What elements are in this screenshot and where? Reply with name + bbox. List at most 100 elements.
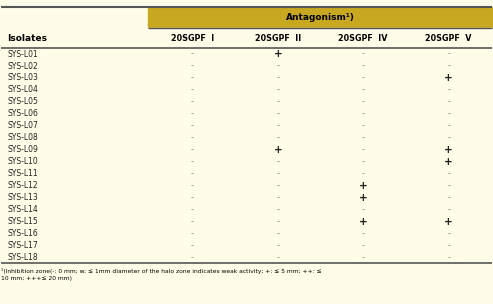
Text: SYS-L18: SYS-L18 <box>7 253 38 262</box>
Text: -: - <box>191 74 194 82</box>
Text: -: - <box>277 181 280 190</box>
Text: -: - <box>191 217 194 226</box>
Bar <box>1 120 492 132</box>
Text: -: - <box>191 241 194 250</box>
Text: -: - <box>191 169 194 178</box>
Text: -: - <box>361 97 364 106</box>
Text: -: - <box>191 229 194 238</box>
Text: -: - <box>277 157 280 166</box>
Text: -: - <box>447 205 450 214</box>
Text: -: - <box>191 121 194 130</box>
Text: -: - <box>361 133 364 142</box>
Text: -: - <box>447 109 450 118</box>
Bar <box>1 48 492 60</box>
Text: -: - <box>191 145 194 154</box>
Text: -: - <box>447 85 450 95</box>
Text: -: - <box>447 169 450 178</box>
Text: SYS-L02: SYS-L02 <box>7 61 38 71</box>
Text: +: + <box>274 49 283 59</box>
Text: -: - <box>361 109 364 118</box>
Bar <box>1 216 492 228</box>
Bar <box>1 168 492 180</box>
Text: SYS-L15: SYS-L15 <box>7 217 38 226</box>
Text: -: - <box>277 121 280 130</box>
Bar <box>148 7 492 29</box>
Text: -: - <box>191 193 194 202</box>
Text: -: - <box>191 109 194 118</box>
Text: -: - <box>361 74 364 82</box>
Text: -: - <box>447 50 450 59</box>
Text: SYS-L08: SYS-L08 <box>7 133 38 142</box>
Text: SYS-L12: SYS-L12 <box>7 181 38 190</box>
Text: -: - <box>191 61 194 71</box>
Text: 20SGPF  V: 20SGPF V <box>425 34 472 43</box>
Bar <box>1 251 492 264</box>
Text: +: + <box>444 145 453 155</box>
Text: SYS-L16: SYS-L16 <box>7 229 38 238</box>
Text: -: - <box>191 133 194 142</box>
Text: SYS-L14: SYS-L14 <box>7 205 38 214</box>
Text: +: + <box>358 181 367 191</box>
Text: -: - <box>447 61 450 71</box>
Text: -: - <box>361 205 364 214</box>
Text: -: - <box>361 253 364 262</box>
Text: -: - <box>361 169 364 178</box>
Text: SYS-L17: SYS-L17 <box>7 241 38 250</box>
Text: SYS-L01: SYS-L01 <box>7 50 38 59</box>
Text: -: - <box>361 121 364 130</box>
Text: -: - <box>191 181 194 190</box>
Text: -: - <box>361 145 364 154</box>
Text: +: + <box>444 157 453 167</box>
Text: -: - <box>447 133 450 142</box>
Bar <box>1 108 492 120</box>
Text: -: - <box>447 121 450 130</box>
Text: SYS-L13: SYS-L13 <box>7 193 38 202</box>
Text: SYS-L11: SYS-L11 <box>7 169 38 178</box>
Text: -: - <box>361 241 364 250</box>
Text: +: + <box>444 216 453 226</box>
Text: -: - <box>277 74 280 82</box>
Text: SYS-L06: SYS-L06 <box>7 109 38 118</box>
Bar <box>1 96 492 108</box>
Text: -: - <box>447 229 450 238</box>
Bar <box>1 228 492 240</box>
Text: -: - <box>277 193 280 202</box>
Text: -: - <box>277 217 280 226</box>
Bar <box>1 84 492 96</box>
Text: SYS-L07: SYS-L07 <box>7 121 38 130</box>
Text: -: - <box>191 85 194 95</box>
Text: -: - <box>191 50 194 59</box>
Bar <box>1 204 492 216</box>
Text: -: - <box>447 97 450 106</box>
Text: SYS-L04: SYS-L04 <box>7 85 38 95</box>
Bar <box>1 132 492 144</box>
Text: -: - <box>277 241 280 250</box>
Bar <box>1 144 492 156</box>
Text: ¹)Inhibition zone(-: 0 mm; w: ≤ 1mm diameter of the halo zone indicates weak act: ¹)Inhibition zone(-: 0 mm; w: ≤ 1mm diam… <box>1 268 322 281</box>
Text: 20SGPF  IV: 20SGPF IV <box>338 34 387 43</box>
Text: -: - <box>277 205 280 214</box>
Bar <box>1 156 492 168</box>
Text: -: - <box>277 133 280 142</box>
Text: -: - <box>277 97 280 106</box>
Text: Isolates: Isolates <box>7 34 47 43</box>
Text: +: + <box>274 145 283 155</box>
Text: -: - <box>361 61 364 71</box>
Text: -: - <box>191 205 194 214</box>
Text: SYS-L05: SYS-L05 <box>7 97 38 106</box>
Text: SYS-L03: SYS-L03 <box>7 74 38 82</box>
Text: +: + <box>358 193 367 203</box>
Text: 20SGPF  II: 20SGPF II <box>255 34 302 43</box>
Bar <box>1 180 492 192</box>
Bar <box>1 29 492 48</box>
Text: -: - <box>361 50 364 59</box>
Text: -: - <box>191 97 194 106</box>
Text: -: - <box>447 241 450 250</box>
Text: -: - <box>191 157 194 166</box>
Bar <box>1 192 492 204</box>
Bar <box>1 60 492 72</box>
Text: Antagonism¹): Antagonism¹) <box>285 13 354 22</box>
Text: SYS-L10: SYS-L10 <box>7 157 38 166</box>
Text: -: - <box>277 61 280 71</box>
Text: -: - <box>277 85 280 95</box>
